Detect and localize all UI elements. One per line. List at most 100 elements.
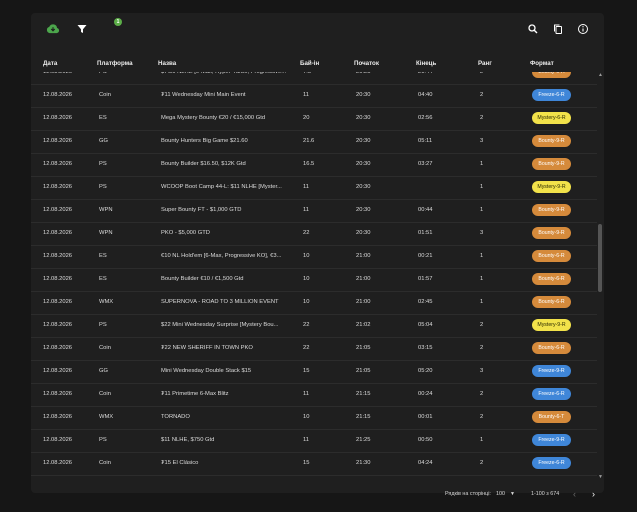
info-icon[interactable] — [575, 21, 591, 37]
table-row[interactable]: 12.08.2026 ES Mega Mystery Bounty €20 / €1… — [31, 107, 597, 131]
cell-start-time: 21:30 — [356, 460, 371, 466]
copy-icon[interactable] — [550, 21, 566, 37]
cell-buyin: 11 — [303, 184, 310, 190]
scrollbar-thumb[interactable] — [598, 224, 602, 292]
rows-per-page-dropdown-icon[interactable]: ▼ — [510, 491, 515, 497]
cell-end-time: 02:45 — [418, 299, 433, 305]
column-header-format[interactable]: Формат — [530, 60, 554, 67]
cell-rank: 1 — [480, 437, 484, 443]
cell-platform: PS — [99, 322, 107, 328]
cell-buyin: 7.5 — [303, 72, 312, 75]
cell-end-time: 00:44 — [418, 207, 433, 213]
cell-buyin: 20 — [303, 115, 310, 121]
table-row[interactable]: 12.08.2026 WMX TORNADO 10 21:15 00:01 2 Bounty-… — [31, 406, 597, 430]
cell-date: 12.08.2026 — [43, 276, 73, 282]
cell-buyin: 21.6 — [303, 138, 315, 144]
cell-date: 12.08.2026 — [43, 437, 73, 443]
cell-tournament-name: WCOOP Boot Camp 44-L: $11 NLHE [Myster..… — [161, 184, 282, 190]
cell-start-time: 20:30 — [356, 115, 371, 121]
cell-end-time: 01:57 — [418, 276, 433, 282]
cell-start-time: 20:30 — [356, 207, 371, 213]
table-header: Дата Платформа Назва Бай-ін Початок Кіне… — [31, 56, 604, 72]
cell-platform: WMX — [99, 414, 114, 420]
table-row[interactable]: 12.08.2026 Coin ₮22 NEW SHERIFF IN TOWN PK… — [31, 337, 597, 361]
table-row[interactable]: 12.08.2026 WMX SUPERNOVA - ROAD TO 3 MILLI… — [31, 291, 597, 315]
format-badge: Freeze-6-R — [532, 89, 571, 101]
cell-end-time: 02:56 — [418, 115, 433, 121]
cell-tournament-name: Bounty Builder €10 / €1,500 Gtd — [161, 276, 244, 282]
table-row[interactable]: 12.08.2026 Coin ₮11 Wednesday Mini Main Ev… — [31, 84, 597, 108]
cell-buyin: 11 — [303, 391, 310, 397]
format-badge: Bounty-6-R — [532, 250, 571, 262]
table-row[interactable]: 12.08.2026 GG Bounty Hunters Big Game $21.… — [31, 130, 597, 154]
vertical-scrollbar[interactable]: ▲ ▼ — [597, 72, 604, 480]
filter-icon[interactable] — [74, 21, 90, 37]
cell-start-time: 20:30 — [356, 92, 371, 98]
column-header-date[interactable]: Дата — [43, 60, 58, 67]
cell-end-time: 00:01 — [418, 414, 433, 420]
table-row[interactable]: 12.08.2026 Coin ₮11 Primetime 6-Max Blitz 1… — [31, 383, 597, 407]
next-page-icon[interactable]: › — [592, 489, 595, 499]
cell-tournament-name: TORNADO — [161, 414, 190, 420]
table-row[interactable]: 12.08.2026 PS WCOOP Boot Camp 44-L: $11 NL… — [31, 176, 597, 200]
cell-date: 12.08.2026 — [43, 368, 73, 374]
cloud-download-icon[interactable] — [45, 21, 61, 37]
cell-end-time: 01:51 — [418, 230, 433, 236]
cell-tournament-name: Bounty Builder $16.50, $12K Gtd — [161, 161, 246, 167]
table-row[interactable]: 12.08.2026 PS $7.50 NLHE [6-Max, Hyper-Tur… — [31, 72, 597, 85]
cell-start-time: 20:30 — [356, 230, 371, 236]
cell-platform: PS — [99, 437, 107, 443]
table-row[interactable]: 12.08.2026 WPN Super Bounty FT - $1,000 GT… — [31, 199, 597, 223]
cell-start-time: 21:25 — [356, 437, 371, 443]
column-header-start[interactable]: Початок — [354, 60, 379, 67]
rows-per-page-select[interactable]: 100 — [496, 491, 505, 497]
scroll-down-arrow-icon[interactable]: ▼ — [598, 474, 603, 480]
table-row[interactable]: 12.08.2026 Coin ₮15 El Clásico 15 21:30 04:24… — [31, 452, 597, 476]
cell-date: 12.08.2026 — [43, 207, 73, 213]
table-row[interactable]: 12.08.2026 ES €10 NL Hold'em [6-Max, Progr… — [31, 245, 597, 269]
cell-start-time: 20:30 — [356, 138, 371, 144]
table-row[interactable]: 12.08.2026 GG Mini Wednesday Double Stack … — [31, 360, 597, 384]
table-toolbar: 1 — [31, 13, 604, 45]
cell-start-time: 21:00 — [356, 276, 371, 282]
cell-rank: 2 — [480, 460, 484, 466]
cell-buyin: 11 — [303, 437, 310, 443]
cell-date: 12.08.2026 — [43, 138, 73, 144]
column-header-platform[interactable]: Платформа — [97, 60, 133, 67]
cell-end-time: 00:50 — [418, 437, 433, 443]
format-badge: Bounty-9-R — [532, 227, 571, 239]
table-row[interactable]: 12.08.2026 PS $22 Mini Wednesday Surprise … — [31, 314, 597, 338]
column-header-end[interactable]: Кінець — [416, 60, 437, 67]
table-row[interactable]: 12.08.2026 WPN PKO - $5,000 GTD 22 20:30 01:5… — [31, 222, 597, 246]
cell-tournament-name: ₮22 NEW SHERIFF IN TOWN PKO — [161, 345, 253, 351]
column-header-rank[interactable]: Ранг — [478, 60, 492, 67]
cell-buyin: 10 — [303, 276, 310, 282]
cell-platform: PS — [99, 184, 107, 190]
cell-tournament-name: €10 NL Hold'em [6-Max, Progressive KO], … — [161, 253, 282, 259]
previous-page-icon[interactable]: ‹ — [573, 489, 576, 499]
format-badge: Bounty-9-R — [532, 135, 571, 147]
format-badge: Mystery-9-R — [532, 181, 571, 193]
table-row[interactable]: 12.08.2026 PS $11 NLHE, $750 Gtd 11 21:25 00:… — [31, 429, 597, 453]
cell-end-time: 05:11 — [418, 138, 433, 144]
column-header-name[interactable]: Назва — [158, 60, 177, 67]
cell-tournament-name: ₮11 Primetime 6-Max Blitz — [161, 391, 229, 397]
scroll-up-arrow-icon[interactable]: ▲ — [598, 72, 603, 78]
search-icon[interactable] — [525, 21, 541, 37]
cell-buyin: 22 — [303, 322, 310, 328]
cell-end-time: 04:40 — [418, 92, 433, 98]
cell-rank: 2 — [480, 414, 484, 420]
cell-platform: ES — [99, 253, 107, 259]
cell-tournament-name: Mini Wednesday Double Stack $15 — [161, 368, 252, 374]
column-header-buyin[interactable]: Бай-ін — [300, 60, 320, 67]
cell-start-time: 21:15 — [356, 391, 371, 397]
format-badge: Bounty-9-R — [532, 204, 571, 216]
cell-date: 12.08.2026 — [43, 184, 73, 190]
cell-rank: 3 — [480, 368, 484, 374]
table-row[interactable]: 12.08.2026 ES Bounty Builder €10 / €1,500 … — [31, 268, 597, 292]
cell-rank: 1 — [480, 161, 484, 167]
cell-platform: Coin — [99, 92, 111, 98]
table-row[interactable]: 12.08.2026 PS Bounty Builder $16.50, $12K … — [31, 153, 597, 177]
format-badge: Bounty-9-R — [532, 158, 571, 170]
pagination-range: 1-100 з 674 — [531, 491, 560, 497]
